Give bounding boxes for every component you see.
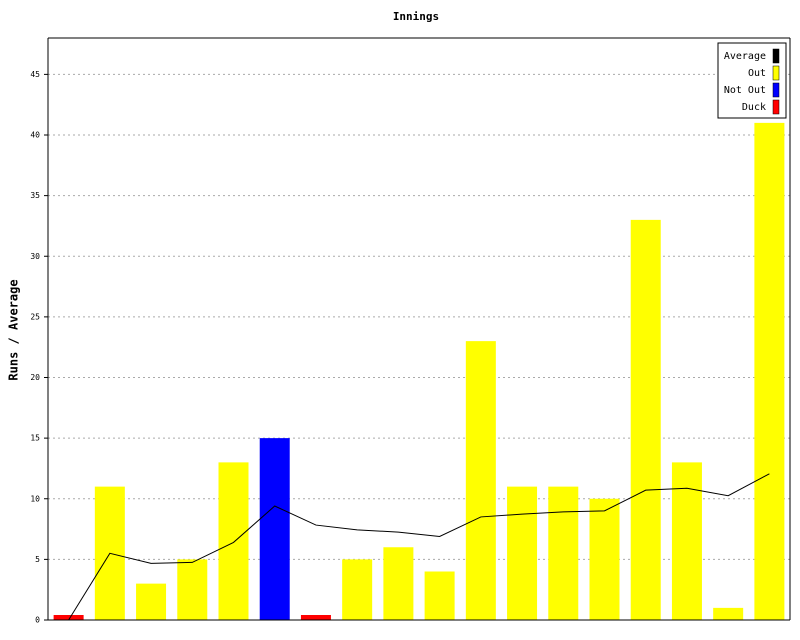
y-tick-label: 45 [30,70,40,79]
legend-swatch [772,48,780,64]
axes: 0 5 10 15 20 25 30 35 40 45 [30,37,791,625]
legend: Average Out Not Out Duck [717,42,787,119]
bar [630,219,661,620]
bar [589,498,620,620]
bar [754,122,785,620]
bar [424,571,455,620]
bar [383,547,414,620]
bar [342,559,373,620]
y-axis-label: Runs / Average [7,279,21,380]
grid [48,73,790,560]
y-tick-label: 35 [30,191,40,200]
bar [465,341,496,620]
bar [713,607,744,620]
y-tick-label: 0 [35,616,40,625]
y-tick-label: 25 [30,312,40,321]
y-tick-label: 15 [30,434,40,443]
y-tick-label: 30 [30,252,40,261]
bar [53,615,84,620]
bar [259,438,290,620]
y-tick-label: 5 [35,555,40,564]
bar [507,486,538,620]
bar [177,559,208,620]
legend-label: Duck [742,102,766,113]
bar [671,462,702,620]
marks [53,122,785,621]
chart-title: Innings [393,10,439,23]
legend-swatch [772,99,780,115]
bar [300,615,331,620]
bar [136,583,167,620]
legend-label: Not Out [724,85,766,96]
bar [548,486,579,620]
y-tick-label: 10 [30,494,40,503]
y-tick-label: 40 [30,131,40,140]
legend-label: Average [724,51,766,62]
average-line [68,473,770,621]
bar [218,462,249,620]
legend-swatch [772,82,780,98]
legend-label: Out [748,68,766,79]
y-tick-label: 20 [30,373,40,382]
legend-swatch [772,65,780,81]
